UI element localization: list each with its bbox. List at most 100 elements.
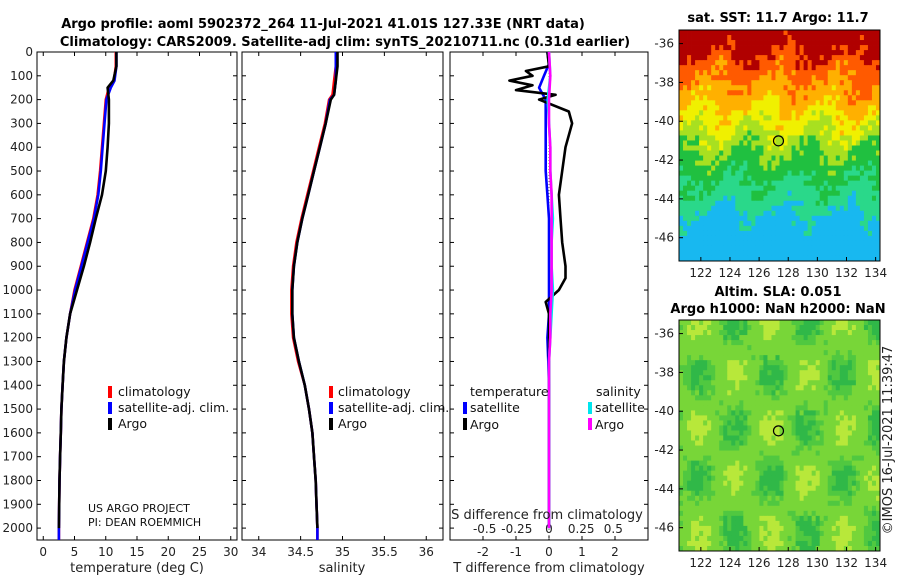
map-cell — [867, 210, 873, 217]
map-cell — [691, 250, 696, 257]
map-cell — [847, 250, 853, 257]
map-cell — [707, 360, 712, 366]
map-cell — [823, 190, 829, 197]
map-cell — [751, 535, 756, 542]
map-cell — [855, 155, 861, 161]
map-cell — [815, 405, 821, 411]
map-cell — [827, 400, 833, 406]
map-cell — [739, 125, 744, 131]
map-cell — [775, 405, 780, 411]
map-cell — [791, 400, 796, 406]
map-cell — [803, 520, 809, 527]
map-cell — [839, 360, 845, 366]
map-cell — [799, 135, 805, 141]
map-cell — [855, 75, 861, 81]
map-cell — [703, 325, 708, 331]
map-cell — [843, 155, 849, 161]
map-cell — [767, 430, 772, 436]
map-cell — [731, 245, 736, 252]
map-cell — [711, 540, 716, 547]
map-cell — [843, 135, 849, 141]
map-cell — [823, 40, 829, 46]
map-cell — [703, 70, 708, 76]
map-cell — [807, 405, 813, 411]
map-cell — [859, 320, 865, 326]
map-cell — [751, 425, 756, 431]
map-cell — [723, 155, 728, 161]
map-cell — [791, 225, 796, 232]
map-cell — [847, 545, 853, 552]
map-cell — [687, 180, 692, 187]
map-cell — [795, 100, 800, 106]
map-cell — [855, 410, 861, 416]
map-cell — [823, 120, 829, 126]
map-cell — [807, 205, 813, 212]
map-cell — [719, 350, 724, 356]
map-cell — [679, 490, 684, 497]
map-cell — [843, 540, 849, 547]
map-cell — [683, 415, 688, 421]
map-cell — [755, 320, 760, 326]
map-cell — [771, 515, 776, 522]
map-cell — [851, 70, 857, 76]
map-cell — [859, 455, 865, 462]
map-cell — [827, 355, 833, 361]
map-cell — [699, 480, 704, 487]
map-cell — [691, 435, 696, 441]
map-cell — [831, 140, 837, 146]
map-cell — [691, 240, 696, 247]
map-cell — [867, 430, 873, 436]
map-cell — [863, 115, 869, 121]
map-cell — [835, 525, 841, 532]
map-cell — [755, 430, 760, 436]
map-cell — [751, 530, 756, 537]
map-cell — [843, 110, 849, 116]
map-cell — [707, 105, 712, 111]
map-cell — [859, 505, 865, 512]
map-cell — [751, 80, 756, 86]
map-cell — [683, 225, 688, 232]
map-cell — [783, 100, 788, 106]
map-cell — [679, 405, 684, 411]
map-cell — [807, 230, 813, 237]
map-cell — [875, 250, 881, 257]
map-cell — [771, 400, 776, 406]
map-cell — [799, 400, 805, 406]
map-cell — [723, 510, 728, 517]
map-cell — [819, 440, 825, 446]
map-cell — [843, 345, 849, 351]
map-cell — [791, 360, 796, 366]
map-cell — [835, 460, 841, 467]
map-cell — [751, 130, 756, 136]
map-cell — [771, 505, 776, 512]
map-cell — [791, 325, 796, 331]
map-cell — [823, 165, 829, 172]
map-cell — [875, 115, 881, 121]
map-cell — [843, 415, 849, 421]
map-cell — [871, 90, 877, 96]
map-cell — [683, 540, 688, 547]
map-cell — [795, 120, 800, 126]
map-cell — [727, 405, 732, 411]
map-cell — [863, 255, 869, 262]
map-cell — [839, 50, 845, 56]
map-cell — [711, 505, 716, 512]
map-cell — [787, 30, 792, 36]
map-cell — [747, 125, 752, 131]
sst-map-panel: 122 124 126 128 130 132 134-36-38-40-42-44-46 — [654, 29, 887, 280]
map-cell — [871, 540, 877, 547]
map-cell — [695, 100, 700, 106]
map-cell — [719, 340, 724, 346]
map-cell — [863, 335, 869, 341]
map-cell — [819, 150, 825, 156]
map-cell — [791, 435, 796, 441]
map-cell — [739, 330, 744, 336]
map-cell — [683, 30, 688, 36]
map-cell — [779, 75, 784, 81]
map-cell — [711, 405, 716, 411]
map-cell — [787, 105, 792, 111]
map-cell — [803, 405, 809, 411]
map-cell — [819, 515, 825, 522]
map-cell — [687, 345, 692, 351]
map-cell — [699, 35, 704, 41]
